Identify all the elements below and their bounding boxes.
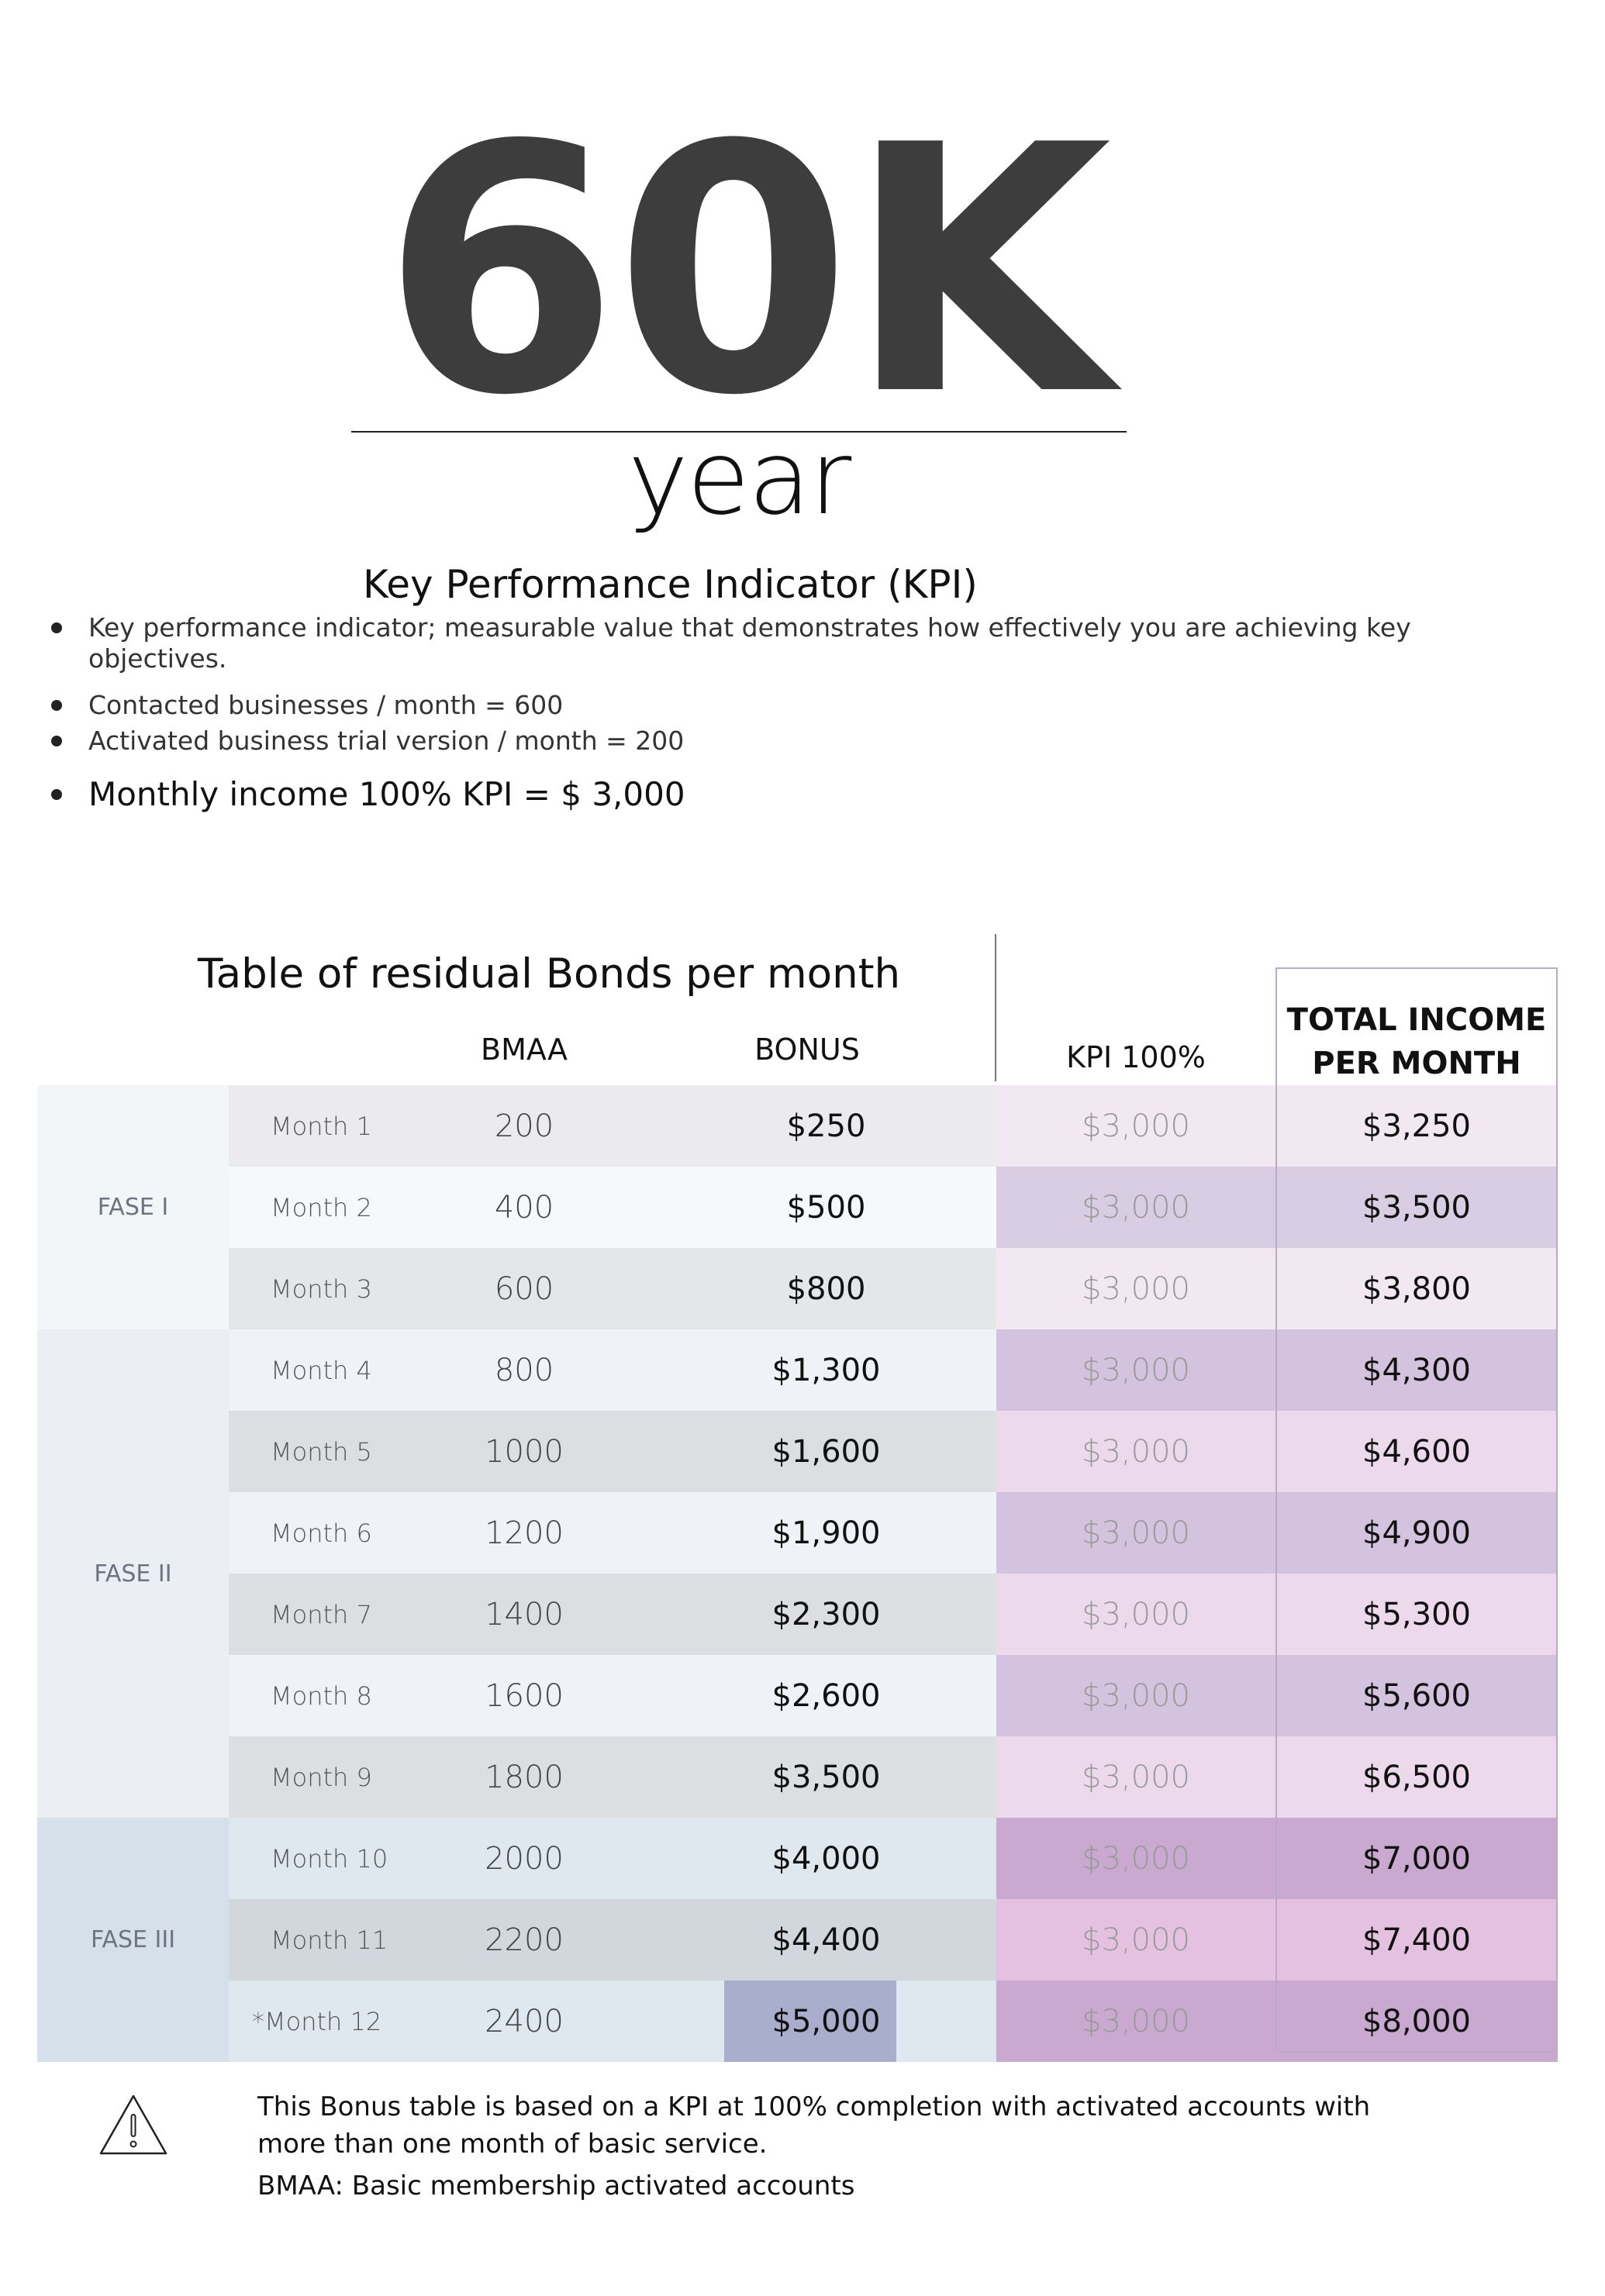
header-bonus: BONUS [754, 1033, 860, 1067]
bmaa-cell: 400 [494, 1189, 554, 1226]
month-cell: Month 5 [271, 1436, 372, 1467]
table-title: Table of residual Bonds per month [198, 950, 901, 998]
kpi-cell: $3,000 [996, 1085, 1275, 1167]
table-row: Month 5 1000 $1,600 $3,000 $4,600 [229, 1411, 1558, 1492]
hero-unit: year [627, 419, 852, 538]
month-cell: Month 2 [271, 1192, 372, 1222]
hero-amount: 60K [381, 73, 1111, 470]
total-cell: $3,800 [1275, 1248, 1558, 1329]
month-cell: Month 3 [271, 1274, 372, 1304]
month-cell: Month 11 [271, 1925, 388, 1955]
bonus-cell: $800 [786, 1270, 866, 1307]
bonus-cell: $500 [786, 1189, 866, 1226]
phase-2: FASE II [37, 1329, 229, 1818]
bonus-cell: $4,000 [771, 1840, 881, 1877]
bmaa-cell: 1200 [485, 1515, 564, 1551]
footer-note: This Bonus table is based on a KPI at 10… [257, 2091, 1371, 2160]
kpi-bullet: Activated business trial version / month… [47, 726, 1489, 757]
kpi-cell: $3,000 [996, 1248, 1275, 1329]
total-cell: $7,000 [1275, 1818, 1558, 1899]
table-row: *Month 12 2400 $5,000 $3,000 $8,000 [229, 1981, 1558, 2062]
total-cell: $7,400 [1275, 1899, 1558, 1981]
bonus-cell: $4,400 [771, 1922, 881, 1958]
month-cell: Month 8 [271, 1681, 372, 1711]
footer-definition: BMAA: Basic membership activated account… [257, 2170, 855, 2201]
kpi-cell: $3,000 [996, 1736, 1275, 1818]
bmaa-cell: 1800 [485, 1759, 564, 1795]
total-cell: $5,300 [1275, 1574, 1558, 1655]
total-cell: $3,500 [1275, 1167, 1558, 1248]
total-cell: $4,600 [1275, 1411, 1558, 1492]
bmaa-cell: 600 [494, 1270, 554, 1307]
kpi-cell: $3,000 [996, 1818, 1275, 1899]
table-row: Month 10 2000 $4,000 $3,000 $7,000 [229, 1818, 1558, 1899]
total-cell: $3,250 [1275, 1085, 1558, 1167]
bmaa-cell: 1600 [485, 1677, 564, 1714]
kpi-bullet-list: Key performance indicator; measurable va… [47, 612, 1489, 815]
bmaa-cell: 800 [494, 1352, 554, 1388]
bonus-cell: $1,900 [771, 1515, 881, 1551]
warning-triangle-icon [99, 2094, 167, 2155]
header-total-line1: TOTAL INCOME [1286, 1002, 1547, 1038]
bonus-cell: $250 [786, 1108, 866, 1144]
bmaa-cell: 2200 [485, 1922, 564, 1958]
total-cell: $4,300 [1275, 1329, 1558, 1411]
phase-3: FASE III [37, 1818, 229, 2062]
bonus-cell: $5,000 [771, 2003, 881, 2039]
bmaa-cell: 2400 [485, 2003, 564, 2039]
bmaa-cell: 2000 [485, 1840, 564, 1877]
kpi-cell: $3,000 [996, 1899, 1275, 1981]
hero-divider [351, 431, 1127, 433]
bmaa-cell: 200 [494, 1108, 554, 1144]
phase-1: FASE I [37, 1085, 229, 1329]
table-row: Month 7 1400 $2,300 $3,000 $5,300 [229, 1574, 1558, 1655]
month-cell: Month 7 [271, 1599, 372, 1629]
bonus-cell: $2,600 [771, 1677, 881, 1714]
month-cell: Month 1 [271, 1111, 372, 1141]
table-row: Month 6 1200 $1,900 $3,000 $4,900 [229, 1492, 1558, 1574]
kpi-bullet: Key performance indicator; measurable va… [47, 612, 1489, 674]
kpi-bullet: Contacted businesses / month = 600 [47, 690, 1489, 721]
kpi-cell: $3,000 [996, 1167, 1275, 1248]
month-cell: Month 6 [271, 1518, 372, 1548]
bmaa-cell: 1400 [485, 1596, 564, 1632]
table-row: Month 3 600 $800 $3,000 $3,800 [229, 1248, 1558, 1329]
kpi-cell: $3,000 [996, 1329, 1275, 1411]
total-cell: $6,500 [1275, 1736, 1558, 1818]
month-cell: Month 9 [271, 1762, 372, 1792]
bonus-highlight [724, 1981, 896, 2062]
table-row: Month 4 800 $1,300 $3,000 $4,300 [229, 1329, 1558, 1411]
header-kpi: KPI 100% [1066, 1040, 1206, 1074]
bmaa-cell: 1000 [485, 1433, 564, 1470]
kpi-cell: $3,000 [996, 1411, 1275, 1492]
kpi-cell: $3,000 [996, 1492, 1275, 1574]
total-cell: $5,600 [1275, 1655, 1558, 1736]
bonus-cell: $2,300 [771, 1596, 881, 1632]
kpi-cell: $3,000 [996, 1655, 1275, 1736]
header-divider [995, 934, 996, 1081]
table-row: Month 9 1800 $3,500 $3,000 $6,500 [229, 1736, 1558, 1818]
month-cell: Month 10 [271, 1843, 388, 1874]
bonus-cell: $1,600 [771, 1433, 881, 1470]
kpi-bullet: Monthly income 100% KPI = $ 3,000 [47, 774, 1489, 815]
month-cell: *Month 12 [252, 2006, 382, 2036]
table-row: Month 1 200 $250 $3,000 $3,250 [229, 1085, 1558, 1167]
kpi-cell: $3,000 [996, 1574, 1275, 1655]
total-cell: $4,900 [1275, 1492, 1558, 1574]
bonus-cell: $3,500 [771, 1759, 881, 1795]
kpi-cell: $3,000 [996, 1981, 1275, 2062]
table-row: Month 8 1600 $2,600 $3,000 $5,600 [229, 1655, 1558, 1736]
table-row: Month 2 400 $500 $3,000 $3,500 [229, 1167, 1558, 1248]
bonus-cell: $1,300 [771, 1352, 881, 1388]
total-cell: $8,000 [1275, 1981, 1558, 2062]
table-row: Month 11 2200 $4,400 $3,000 $7,400 [229, 1899, 1558, 1981]
header-total-line2: PER MONTH [1312, 1046, 1521, 1081]
month-cell: Month 4 [271, 1355, 372, 1385]
header-bmaa: BMAA [481, 1033, 568, 1067]
kpi-title: Key Performance Indicator (KPI) [363, 562, 978, 607]
